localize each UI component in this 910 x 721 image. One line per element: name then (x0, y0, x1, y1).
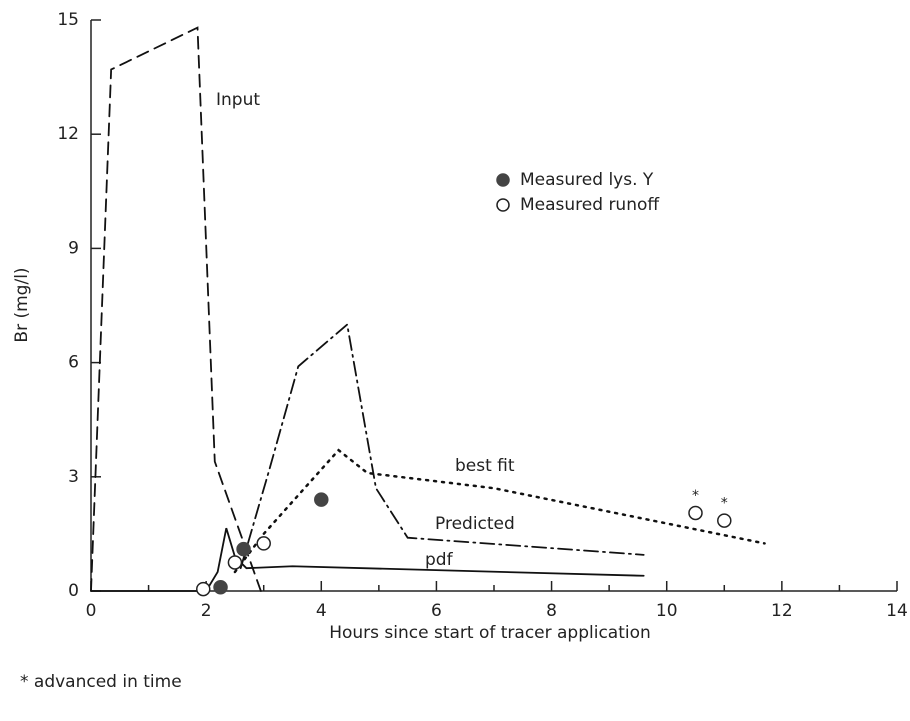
point-label: * (721, 496, 728, 512)
data-point (213, 579, 228, 595)
y-tick-label: 0 (68, 581, 79, 601)
data-point (314, 492, 329, 507)
y-axis-label: Br (mg/l) (12, 267, 32, 342)
line-label: Input (216, 90, 260, 110)
legend-label: Measured lys. Y (520, 170, 654, 190)
footnote: * advanced in time (20, 672, 182, 692)
x-tick-label: 2 (201, 601, 212, 621)
legend-label: Measured runoff (520, 195, 660, 215)
x-tick-label: 12 (771, 601, 793, 621)
legend-marker (496, 173, 510, 187)
data-point (717, 513, 732, 528)
data-point (256, 536, 271, 551)
y-tick-label: 9 (68, 238, 79, 258)
x-tick-label: 8 (546, 601, 557, 621)
x-tick-label: 10 (656, 601, 678, 621)
data-point (196, 581, 211, 597)
x-tick-label: 6 (431, 601, 442, 621)
line-label: best fit (455, 456, 515, 476)
x-tick-label: 14 (886, 601, 908, 621)
line-series (239, 322, 645, 570)
y-tick-label: 15 (57, 10, 79, 30)
point-label: * (692, 488, 699, 504)
y-tick-label: 12 (57, 124, 79, 144)
legend-marker (496, 198, 510, 212)
x-tick-label: 4 (316, 601, 327, 621)
y-tick-label: 3 (68, 467, 79, 487)
x-axis-label: Hours since start of tracer application (329, 623, 651, 643)
line-label: Predicted (435, 514, 515, 534)
data-point (688, 505, 703, 521)
line-series (90, 26, 262, 592)
line-label: pdf (425, 550, 454, 570)
line-series (90, 527, 645, 592)
y-tick-label: 6 (68, 353, 79, 373)
data-point (227, 555, 243, 570)
x-tick-label: 0 (86, 601, 97, 621)
data-point (236, 541, 251, 557)
